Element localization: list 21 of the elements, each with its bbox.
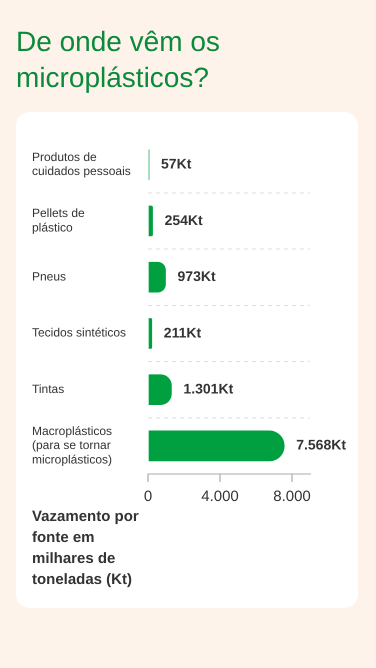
y-tick-label: Pneus	[32, 269, 66, 284]
data-label: 57Kt	[161, 156, 192, 172]
x-tick-label: 8.000	[273, 488, 311, 506]
bar	[148, 262, 166, 293]
x-tick-label: 4.000	[201, 488, 239, 506]
x-tick-label: 0	[144, 488, 152, 506]
bar	[148, 206, 153, 236]
data-label: 7.568Kt	[296, 436, 346, 453]
data-label: 254Kt	[164, 212, 204, 228]
data-label: 1.301Kt	[183, 380, 234, 397]
chart-title: De onde vêm os microplásticos?	[16, 25, 221, 95]
data-label: 973Kt	[178, 268, 216, 284]
y-tick-label: Produtos de cuidados pessoais	[32, 150, 131, 178]
y-tick-label: Tintas	[32, 382, 64, 396]
bar	[148, 318, 152, 349]
y-tick-label: Pellets de plástico	[32, 206, 86, 234]
y-tick-label: Macroplásticos (para se tornar microplásticos)	[32, 424, 112, 467]
x-axis-title: Vazamento por fonte em milhares de toneladas (Kt)	[32, 507, 140, 590]
y-tick-label: Tecidos sintéticos	[32, 326, 126, 340]
bar	[148, 430, 285, 462]
data-label: 211Kt	[164, 324, 202, 340]
